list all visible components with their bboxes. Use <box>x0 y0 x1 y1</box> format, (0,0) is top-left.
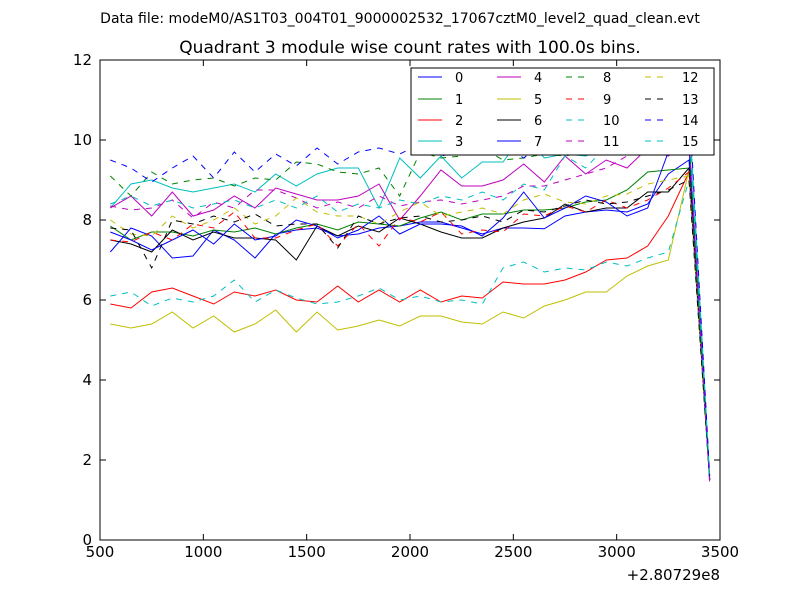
series-line-8 <box>109 137 711 481</box>
x-offset-label: +2.80729e8 <box>627 566 720 584</box>
series-line-11 <box>110 139 711 485</box>
series-line-4 <box>110 139 711 481</box>
legend-label-5: 5 <box>534 93 542 108</box>
y-tick-label: 12 <box>73 51 92 69</box>
chart-title: Quadrant 3 module wise count rates with … <box>179 38 640 58</box>
x-tick-label: 2000 <box>391 543 429 561</box>
x-tick-label: 3000 <box>598 543 636 561</box>
y-tick-label: 4 <box>82 371 92 389</box>
x-tick-label: 2500 <box>494 543 532 561</box>
series-line-7 <box>110 147 711 481</box>
series-line-3 <box>109 107 711 477</box>
legend-label-1: 1 <box>455 93 463 108</box>
legend-label-9: 9 <box>603 93 611 108</box>
legend-label-3: 3 <box>455 135 463 150</box>
series-layer <box>109 98 711 485</box>
series-line-2 <box>110 170 711 481</box>
x-tick-label: 1000 <box>184 543 222 561</box>
legend-label-14: 14 <box>682 114 699 129</box>
legend-label-4: 4 <box>534 71 542 86</box>
legend-label-12: 12 <box>682 71 699 86</box>
legend-label-8: 8 <box>603 71 611 86</box>
y-tick-label: 6 <box>82 291 92 309</box>
series-line-14 <box>110 98 711 477</box>
x-tick-label: 500 <box>86 543 115 561</box>
x-tick-label: 3500 <box>701 543 739 561</box>
legend-label-2: 2 <box>455 114 463 129</box>
series-line-6 <box>110 166 711 481</box>
legend-label-0: 0 <box>455 71 463 86</box>
y-tick-label: 0 <box>82 531 92 549</box>
series-line-9 <box>110 171 711 481</box>
y-tick-label: 8 <box>82 211 92 229</box>
chart-suptitle: Data file: modeM0/AS1T03_004T01_90000025… <box>100 11 700 27</box>
legend-label-15: 15 <box>682 135 699 150</box>
legend-label-11: 11 <box>603 135 620 150</box>
legend-label-6: 6 <box>534 114 542 129</box>
series-line-0 <box>109 159 711 481</box>
y-tick-label: 2 <box>82 451 92 469</box>
series-line-1 <box>110 167 711 481</box>
legend-label-7: 7 <box>534 135 542 150</box>
y-tick-label: 10 <box>73 131 92 149</box>
legend-frame <box>410 67 715 156</box>
legend-label-10: 10 <box>603 114 620 129</box>
series-line-5 <box>110 169 711 481</box>
legend-label-13: 13 <box>682 93 699 108</box>
x-tick-label: 1500 <box>288 543 326 561</box>
